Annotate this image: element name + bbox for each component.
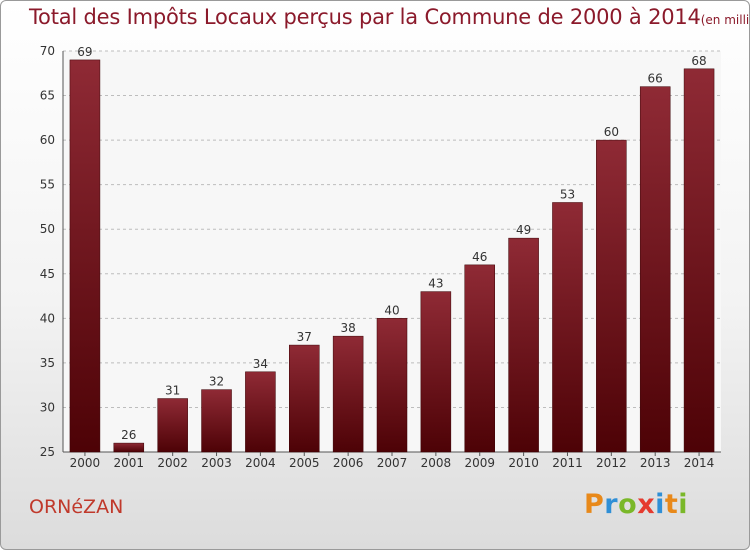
bar-2003 [201,389,232,453]
logo-letter: i [655,489,665,520]
bar-2004 [245,371,276,453]
bar-2014 [683,68,715,453]
bar-2008 [420,291,452,453]
y-tick-label: 55 [40,178,55,192]
logo-letter: i [678,489,689,520]
bar-value-label: 46 [472,250,487,264]
bar-value-label: 66 [648,72,663,86]
x-tick-label: 2008 [421,456,452,470]
y-tick-label: 50 [40,222,55,236]
bar-value-label: 53 [560,187,575,201]
bar-value-label: 26 [121,428,136,442]
bar-2001 [113,442,145,453]
commune-name: ORNéZAN [29,496,124,518]
bar-2000 [69,59,101,453]
bar-value-label: 60 [604,125,619,139]
y-tick-label: 60 [40,133,55,147]
bar-value-label: 34 [253,357,268,371]
y-tick-label: 25 [40,445,55,459]
bar-2010 [508,237,539,453]
x-tick-label: 2004 [245,456,276,470]
y-tick-label: 70 [40,44,55,58]
x-tick-label: 2005 [289,456,320,470]
x-tick-label: 2000 [70,456,101,470]
x-tick-label: 2014 [684,456,715,470]
y-tick-label: 40 [40,311,55,325]
x-tick-label: 2006 [333,456,364,470]
x-tick-label: 2007 [377,456,408,470]
y-tick-label: 45 [40,267,55,281]
proxiti-logo: Proxiti [584,489,688,520]
x-tick-label: 2001 [114,456,145,470]
x-tick-label: 2009 [464,456,495,470]
y-tick-label: 30 [40,400,55,414]
logo-letter: x [637,489,656,520]
logo-letter: o [618,489,638,520]
logo-letter: P [584,489,605,520]
bar-value-label: 69 [77,45,92,59]
bar-value-label: 68 [691,54,706,68]
bar-2002 [157,398,188,453]
logo-letter: r [604,489,619,520]
bar-value-label: 32 [209,375,224,389]
x-tick-label: 2011 [552,456,583,470]
x-tick-label: 2010 [508,456,539,470]
y-tick-label: 35 [40,356,55,370]
x-tick-label: 2002 [157,456,188,470]
x-tick-label: 2013 [640,456,671,470]
y-tick-label: 65 [40,89,55,103]
chart-title: Total des Impôts Locaux perçus par la Co… [29,5,750,29]
chart-unit-label: (en milliers d'€) [700,13,750,27]
bar-2012 [596,139,627,453]
bar-value-label: 37 [297,330,312,344]
chart-title-text: Total des Impôts Locaux perçus par la Co… [29,5,701,29]
bar-2007 [376,318,408,453]
bar-value-label: 38 [340,321,355,335]
bar-value-label: 43 [428,277,443,291]
bar-value-label: 40 [384,303,399,317]
bar-2011 [552,202,583,453]
bar-2005 [289,344,320,453]
bar-2013 [639,86,671,453]
logo-letter: t [664,489,679,520]
bar-value-label: 49 [516,223,531,237]
x-tick-label: 2012 [596,456,627,470]
x-tick-label: 2003 [201,456,232,470]
bar-value-label: 31 [165,384,180,398]
bar-2006 [332,335,364,453]
bar-2009 [464,264,495,453]
